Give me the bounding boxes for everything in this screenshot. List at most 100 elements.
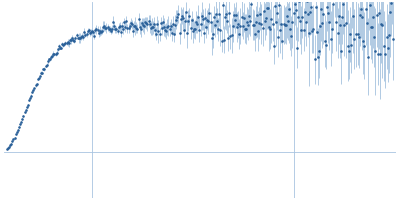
Point: [108, 29, 114, 32]
Point: [243, 27, 249, 30]
Point: [213, 12, 219, 15]
Point: [350, 14, 356, 17]
Point: [10, 138, 17, 141]
Point: [294, 46, 300, 49]
Point: [27, 97, 33, 100]
Point: [276, 4, 282, 7]
Point: [135, 17, 142, 21]
Point: [125, 26, 132, 29]
Point: [70, 38, 76, 41]
Point: [76, 36, 82, 40]
Point: [72, 36, 79, 40]
Point: [267, 27, 274, 30]
Point: [211, 15, 217, 19]
Point: [116, 25, 122, 28]
Point: [212, 24, 218, 27]
Point: [188, 18, 195, 21]
Point: [234, 25, 240, 29]
Point: [112, 28, 118, 31]
Point: [374, 52, 381, 55]
Point: [218, 39, 225, 42]
Point: [295, 15, 301, 18]
Point: [119, 24, 125, 27]
Point: [256, 21, 262, 25]
Point: [228, 34, 235, 37]
Point: [230, 25, 236, 28]
Point: [129, 23, 135, 26]
Point: [111, 24, 117, 27]
Point: [187, 27, 194, 30]
Point: [97, 29, 103, 33]
Point: [122, 25, 128, 28]
Point: [386, 34, 392, 37]
Point: [144, 22, 151, 25]
Point: [371, 35, 378, 38]
Point: [244, 21, 250, 24]
Point: [175, 12, 182, 15]
Point: [289, 21, 296, 24]
Point: [222, 16, 228, 19]
Point: [387, 10, 393, 13]
Point: [378, 22, 384, 25]
Point: [172, 24, 178, 27]
Point: [166, 27, 173, 30]
Point: [298, 28, 304, 31]
Point: [100, 25, 106, 28]
Point: [383, 35, 390, 38]
Point: [22, 108, 29, 111]
Point: [182, 20, 188, 23]
Point: [196, 29, 203, 32]
Point: [287, 27, 294, 30]
Point: [48, 55, 54, 58]
Point: [299, 16, 306, 19]
Point: [217, 28, 224, 32]
Point: [236, 32, 242, 36]
Point: [206, 12, 213, 15]
Point: [246, 15, 252, 18]
Point: [178, 18, 184, 21]
Point: [342, 22, 349, 25]
Point: [176, 32, 183, 35]
Point: [265, 7, 271, 10]
Point: [99, 29, 105, 33]
Point: [40, 67, 46, 70]
Point: [368, 25, 374, 28]
Point: [390, 38, 396, 41]
Point: [316, 50, 322, 53]
Point: [94, 28, 101, 32]
Point: [155, 30, 162, 33]
Point: [330, 2, 337, 5]
Point: [280, 23, 287, 26]
Point: [208, 36, 215, 40]
Point: [86, 29, 92, 32]
Point: [54, 51, 60, 55]
Point: [203, 25, 209, 29]
Point: [184, 32, 190, 35]
Point: [248, 2, 255, 5]
Point: [138, 28, 144, 31]
Point: [233, 13, 239, 16]
Point: [345, 44, 351, 47]
Point: [240, 16, 247, 19]
Point: [134, 27, 141, 30]
Point: [296, 0, 302, 2]
Point: [162, 29, 168, 32]
Point: [106, 28, 112, 31]
Point: [338, 50, 344, 53]
Point: [260, 9, 267, 12]
Point: [286, 7, 292, 10]
Point: [170, 22, 176, 26]
Point: [8, 142, 14, 145]
Point: [58, 46, 64, 49]
Point: [326, 21, 332, 24]
Point: [210, 33, 216, 36]
Point: [304, 0, 310, 2]
Point: [325, 12, 331, 15]
Point: [364, 21, 370, 24]
Point: [312, 6, 319, 9]
Point: [20, 115, 27, 118]
Point: [361, 44, 368, 48]
Point: [146, 22, 153, 26]
Point: [91, 34, 98, 37]
Point: [201, 32, 207, 35]
